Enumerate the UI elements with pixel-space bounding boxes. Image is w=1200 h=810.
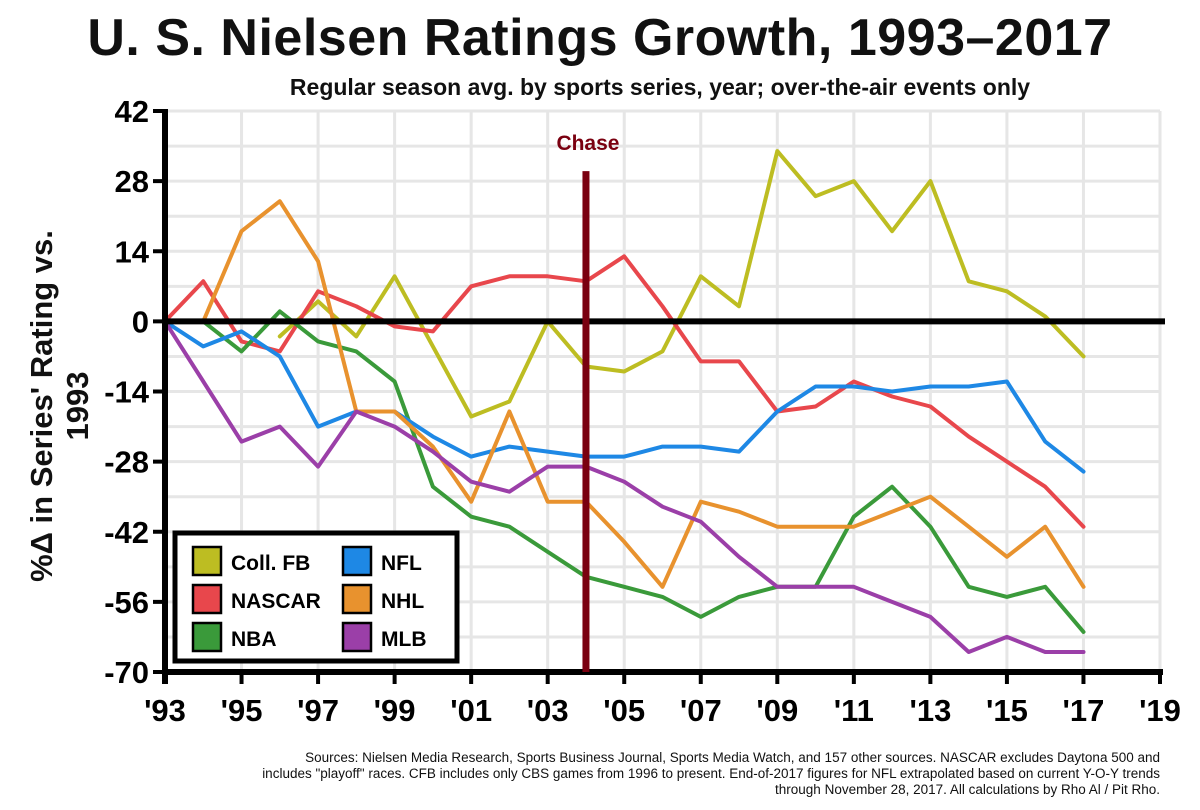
chart-subtitle: Regular season avg. by sports series, ye… (289, 74, 1031, 100)
legend-label: MLB (381, 628, 427, 651)
legend-label: NBA (231, 628, 277, 651)
legend: Coll. FB NASCAR NBA NFL NHL MLB (172, 530, 460, 664)
series-lines (163, 149, 1086, 654)
y-tick-label: -14 (104, 375, 150, 410)
series-line-nhl (163, 199, 1086, 589)
legend-swatch (191, 621, 223, 653)
series-line-coll-fb (277, 149, 1086, 419)
series-line-mlb (163, 319, 1086, 654)
legend-swatch (341, 545, 373, 577)
x-tick-label: '97 (297, 693, 339, 728)
chase-label: Chase (556, 132, 619, 155)
series-line-nfl (163, 319, 1086, 474)
legend-label: NFL (381, 552, 422, 575)
x-tick-label: '19 (1139, 693, 1181, 728)
y-tick-label: -42 (104, 515, 149, 550)
x-tick-label: '09 (756, 693, 798, 728)
legend-swatch (341, 583, 373, 615)
x-tick-label: '15 (986, 693, 1028, 728)
legend-label: NHL (381, 590, 424, 613)
legend-label: Coll. FB (231, 552, 310, 575)
x-tick-label: '05 (603, 693, 645, 728)
x-tick-label: '99 (374, 693, 416, 728)
y-tick-label: 42 (115, 94, 149, 129)
series-line-nba (163, 309, 1086, 634)
chart-title: U. S. Nielsen Ratings Growth, 1993–2017 (87, 9, 1113, 67)
x-tick-label: '17 (1063, 693, 1105, 728)
y-tick-label: -56 (104, 585, 149, 620)
series-line-nascar (163, 254, 1086, 529)
y-tick-label: -70 (104, 655, 149, 690)
legend-label: NASCAR (231, 590, 321, 613)
x-tick-label: '01 (450, 693, 492, 728)
x-tick-label: '03 (527, 693, 569, 728)
y-tick-label: -28 (104, 445, 149, 480)
sources-footnote: Sources: Nielsen Media Research, Sports … (262, 750, 1160, 797)
x-tick-label: '11 (834, 693, 874, 728)
y-tick-label: 0 (132, 304, 149, 339)
x-tick-label: '07 (680, 693, 722, 728)
x-tick-label: '13 (909, 693, 951, 728)
legend-swatch (341, 621, 373, 653)
x-tick-label: '95 (221, 693, 263, 728)
y-tick-label: 14 (115, 234, 150, 269)
legend-swatch (191, 583, 223, 615)
x-tick-label: '93 (144, 693, 186, 728)
annotation: Chase (556, 132, 619, 672)
legend-swatch (191, 545, 223, 577)
y-tick-label: 28 (115, 164, 149, 199)
axes: 42 28 14 0 -14 -28 -42 -56 -70'93 '95 '97 '99 '01 '03… (104, 94, 1181, 728)
